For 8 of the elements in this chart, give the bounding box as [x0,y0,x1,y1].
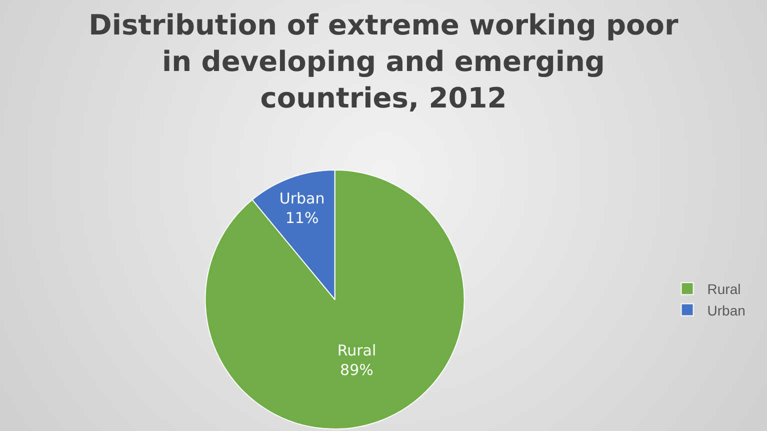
pie-slice [204,170,465,430]
data-label: 89% [340,361,374,380]
chart-title: Distribution of extreme working poor in developing and emerging countries, 2012 [88,8,679,114]
slice-label: Rural [337,342,376,360]
data-label: 11% [285,209,319,228]
legend-label: Urban [707,302,746,318]
legend-label: Rural [707,281,741,298]
slice-label: Urban [279,190,325,208]
